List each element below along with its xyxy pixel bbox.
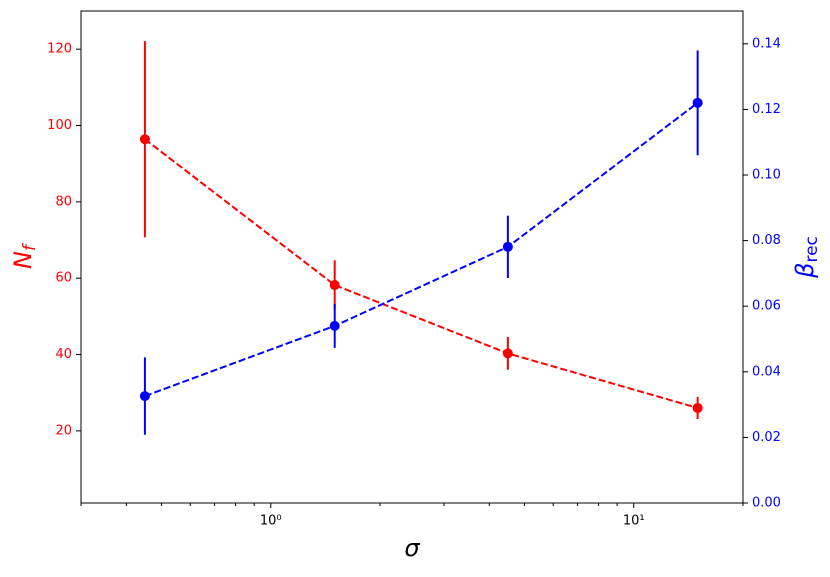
- data-point: [502, 241, 513, 252]
- data-point: [502, 348, 513, 359]
- y2-tick-label: 0.06: [752, 299, 781, 314]
- y2-tick-label: 0.00: [752, 496, 781, 511]
- data-point: [692, 402, 703, 413]
- y2-tick-label: 0.10: [752, 168, 781, 183]
- series-line: [144, 102, 699, 398]
- data-point: [329, 320, 340, 331]
- data-point: [139, 391, 150, 402]
- series-line: [144, 138, 698, 409]
- y-tick-label: 120: [47, 42, 72, 57]
- data-point: [329, 280, 340, 291]
- y2-label-sub: rec: [802, 236, 822, 262]
- y-tick-label: 40: [55, 347, 72, 362]
- y-tick-label: 80: [55, 194, 72, 209]
- x-tick-label: 10⁰: [260, 514, 282, 529]
- plot-frame: [80, 10, 744, 504]
- y2-tick-label: 0.04: [752, 364, 781, 379]
- y-axis-label: Nf: [9, 242, 40, 269]
- y-label-sub: f: [20, 242, 40, 251]
- data-point: [692, 97, 703, 108]
- y2-tick-label: 0.14: [752, 36, 781, 51]
- y-tick-label: 20: [55, 423, 72, 438]
- y2-label-main: β: [791, 263, 819, 279]
- x-tick-label: 10¹: [623, 514, 645, 529]
- x-axis-label: σ: [404, 534, 420, 562]
- y-tick-label: 60: [55, 271, 72, 286]
- data-point: [139, 134, 150, 145]
- y2-tick-label: 0.08: [752, 233, 781, 248]
- y-label-main: N: [9, 251, 37, 269]
- y2-tick-label: 0.02: [752, 430, 781, 445]
- y2-axis-label: βrec: [791, 236, 822, 279]
- y-tick-label: 100: [47, 118, 72, 133]
- y2-tick-label: 0.12: [752, 102, 781, 117]
